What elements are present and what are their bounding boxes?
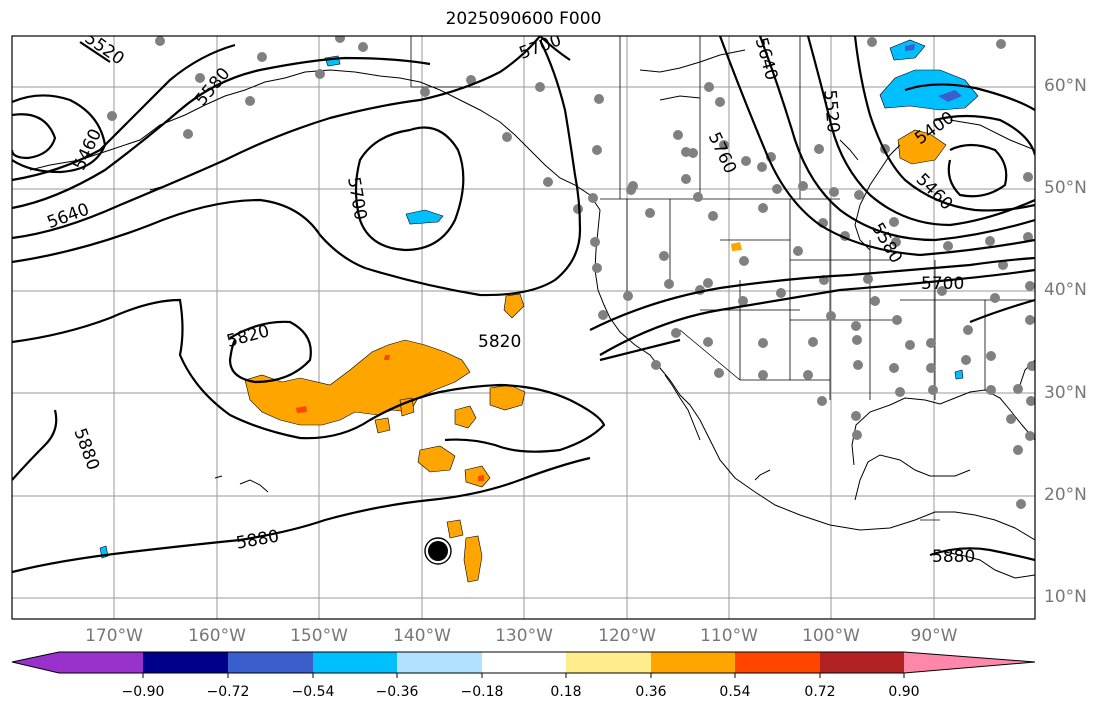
geopotential-contours	[12, 36, 1035, 574]
longitude-label: 140°W	[393, 626, 451, 646]
contour-label: 5880	[69, 426, 103, 473]
contour-label: 5820	[478, 332, 521, 352]
latitude-label: 40°N	[1044, 280, 1087, 300]
colorbar-tick-label: −0.54	[291, 684, 335, 700]
longitude-label: 110°W	[700, 626, 758, 646]
colorbar-tick-label: 0.36	[635, 684, 667, 700]
colorbar-segment	[59, 652, 143, 673]
colorbar-segment	[143, 652, 228, 673]
colorbar-tick-label: 0.72	[804, 684, 836, 700]
colorbar-tick-label: −0.36	[375, 684, 419, 700]
positive-area-subtropical-pacific	[244, 339, 471, 426]
colorbar-segment	[482, 652, 566, 673]
contour-label: 5820	[225, 321, 272, 352]
colorbar	[11, 651, 1036, 678]
contour-label: 5640	[44, 200, 91, 234]
longitude-label: 150°W	[290, 626, 348, 646]
latitude-label: 10°N	[1044, 587, 1087, 607]
contour-label: 5700	[921, 274, 964, 294]
colorbar-segment	[651, 652, 735, 673]
contour-label: 5520	[81, 28, 128, 69]
contour-label: 5880	[235, 526, 281, 553]
contour-label: 5520	[819, 89, 843, 134]
colorbar-tick-label: 0.18	[550, 684, 582, 700]
map-title: 2025090600 F000	[445, 9, 602, 29]
colorbar-segment	[313, 652, 397, 673]
contour-label: 5640	[751, 35, 782, 82]
contour-label: 5880	[932, 547, 975, 567]
colorbar-segment	[397, 652, 482, 673]
longitude-label: 130°W	[495, 626, 553, 646]
colorbar-extend-left	[12, 652, 59, 673]
latitude-label: 50°N	[1044, 178, 1087, 198]
colorbar-extend-right	[904, 652, 1035, 673]
shaded-field-areas	[99, 39, 979, 583]
colorbar-tick-label: −0.72	[206, 684, 250, 700]
colorbar-tick-label: −0.18	[460, 684, 504, 700]
latitude-label: 20°N	[1044, 485, 1087, 505]
cyclone-marker	[424, 537, 452, 565]
contour-label: 5760	[704, 129, 740, 177]
longitude-label: 160°W	[188, 626, 246, 646]
longitude-label: 100°W	[802, 626, 860, 646]
colorbar-tick-label: 0.54	[719, 684, 751, 700]
colorbar-segment	[735, 652, 820, 673]
colorbar-segment	[566, 652, 651, 673]
contour-label: 5700	[517, 30, 564, 64]
latitude-label: 60°N	[1044, 76, 1087, 96]
colorbar-tick-label: −0.90	[121, 684, 165, 700]
longitude-label: 120°W	[598, 626, 656, 646]
map-frame	[11, 35, 1036, 620]
colorbar-segment	[228, 652, 313, 673]
contour-label: 5700	[343, 176, 370, 222]
colorbar-segment	[820, 652, 904, 673]
colorbar-tick-label: 0.90	[888, 684, 920, 700]
longitude-label: 90°W	[910, 626, 958, 646]
longitude-label: 170°W	[85, 626, 143, 646]
latitude-label: 30°N	[1044, 383, 1087, 403]
